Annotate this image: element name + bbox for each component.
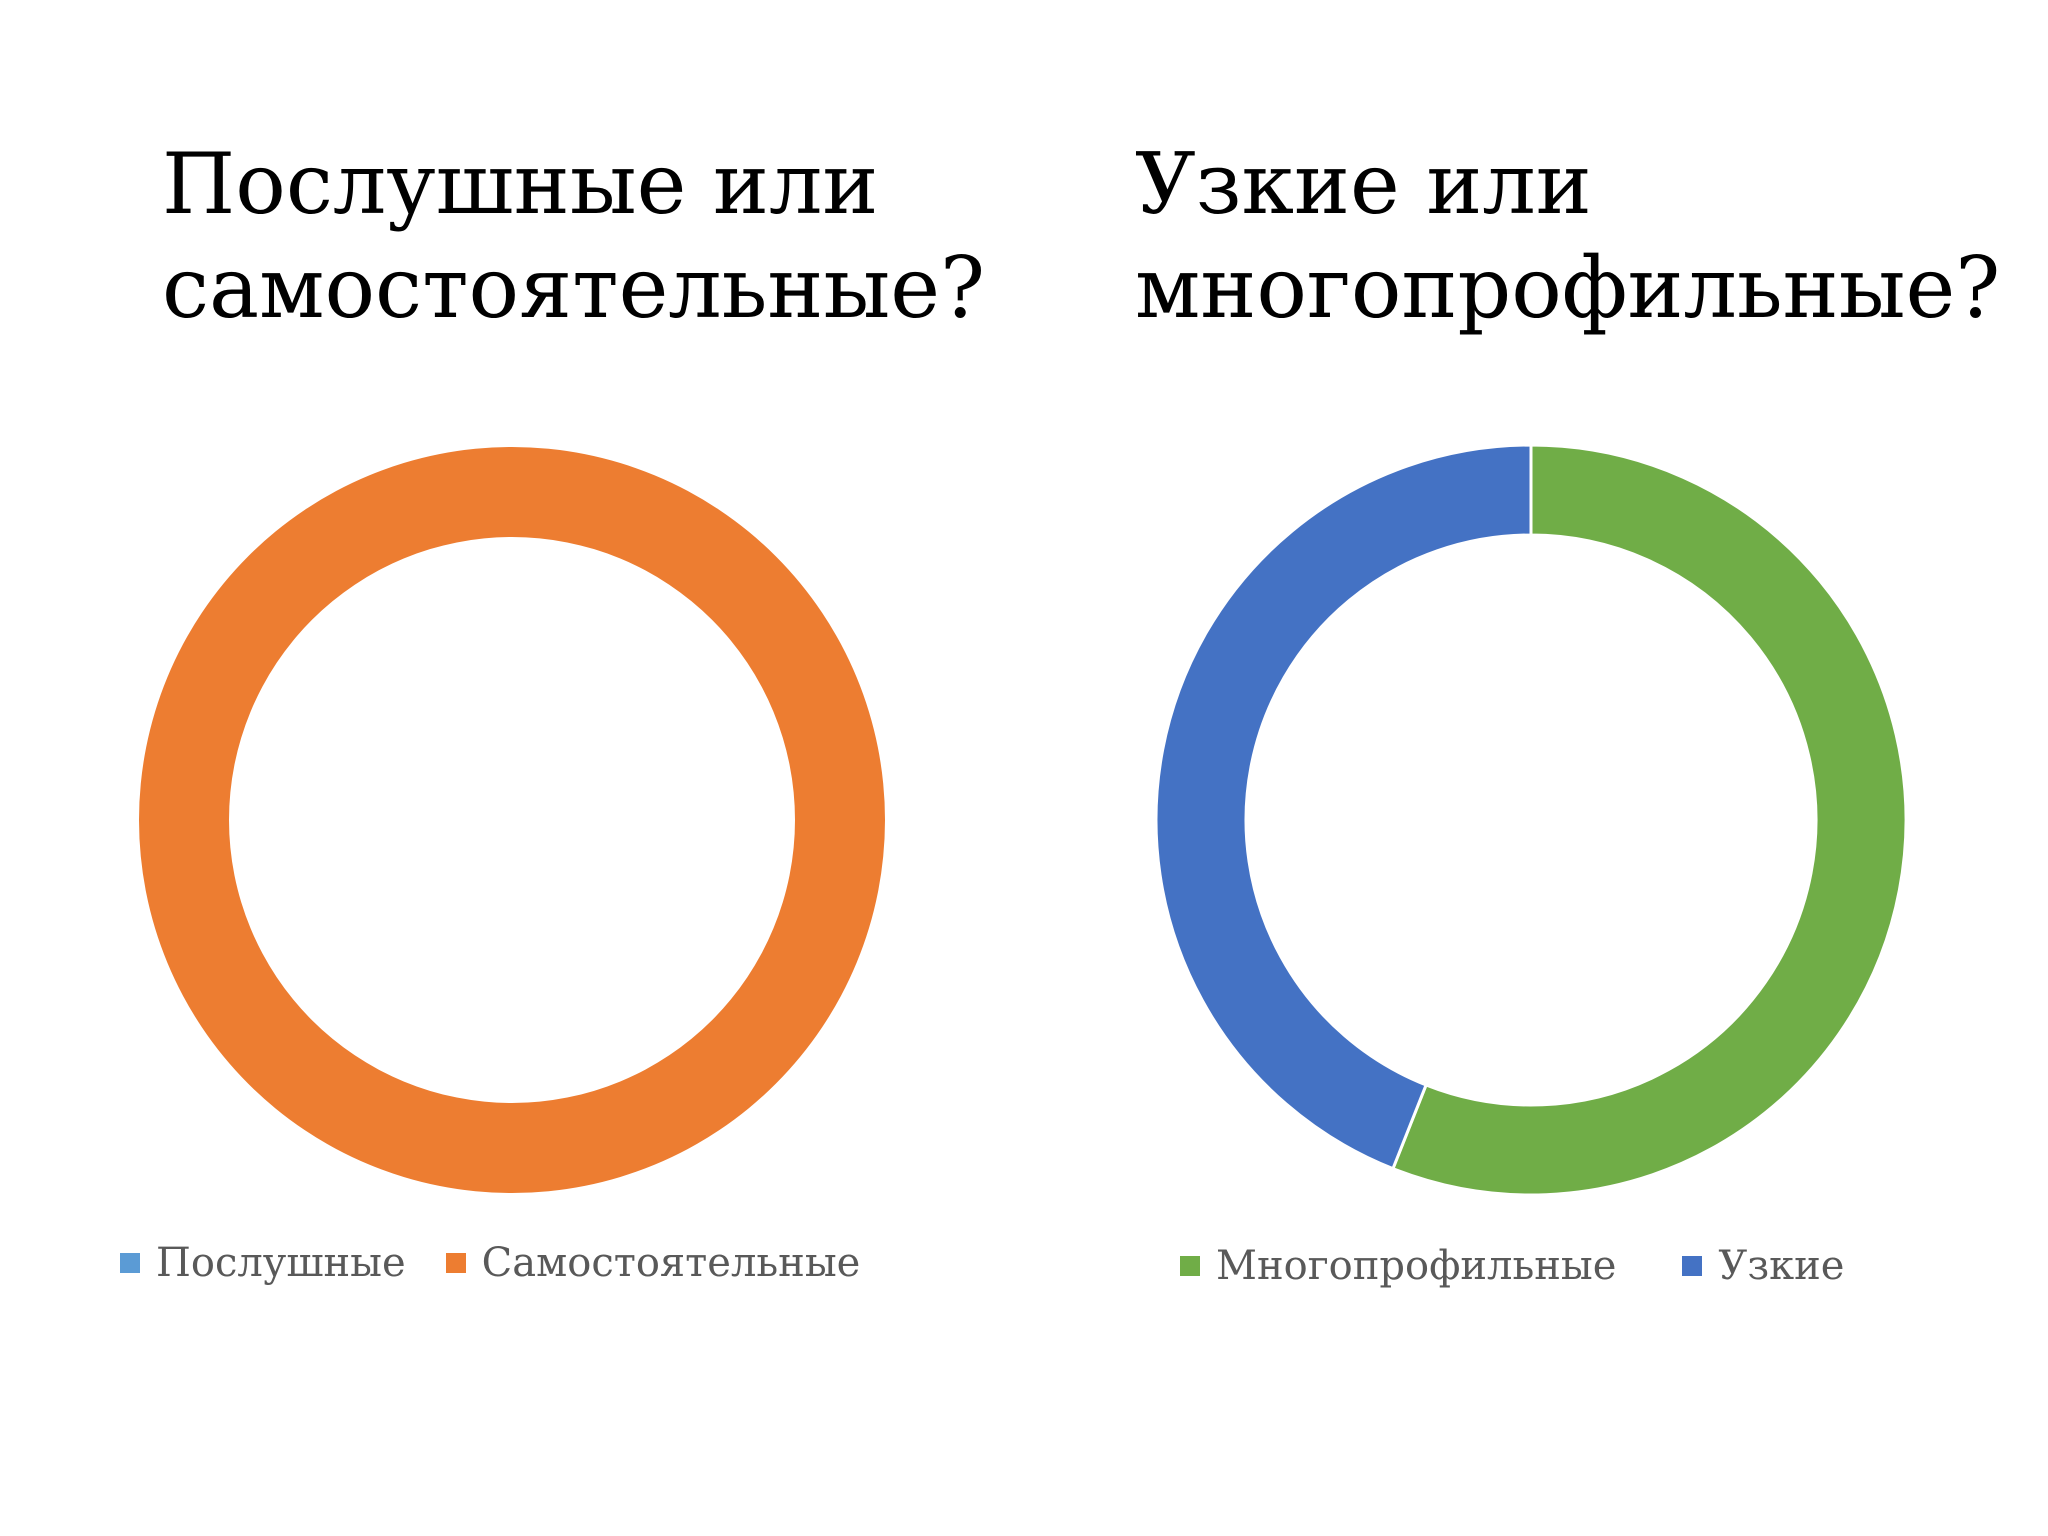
chart-title-right-line-2: многопрофильные? xyxy=(1135,239,2001,337)
chart-title-right: Узкие или многопрофильные? xyxy=(1135,132,2000,340)
chart-title-left-line-1: Послушные или xyxy=(162,135,879,233)
legend-item-uzkie: Узкие xyxy=(1682,1243,1844,1289)
doughnut-chart-left xyxy=(139,447,885,1193)
chart-title-left-line-2: самостоятельные? xyxy=(162,239,985,337)
legend-label-samostoyatelnye: Самостоятельные xyxy=(481,1240,861,1286)
legend-label-mnogoprofilnye: Многопрофильные xyxy=(1216,1243,1617,1289)
chart-title-left: Послушные или самостоятельные? xyxy=(162,132,985,340)
legend-left: Послушные Самостоятельные xyxy=(120,1240,860,1286)
legend-item-poslushnye: Послушные xyxy=(120,1240,406,1286)
legend-label-poslushnye: Послушные xyxy=(156,1240,406,1286)
chart-title-right-line-1: Узкие или xyxy=(1135,135,1592,233)
legend-item-samostoyatelnye: Самостоятельные xyxy=(445,1240,861,1286)
slice-left-2 xyxy=(139,447,885,1193)
legend-swatch-uzkie xyxy=(1682,1256,1703,1276)
legend-item-mnogoprofilnye: Многопрофильные xyxy=(1180,1243,1616,1289)
slice-right-2 xyxy=(1154,443,1533,1171)
slice-right-1 xyxy=(1391,443,1908,1197)
legend-swatch-mnogoprofilnye xyxy=(1180,1256,1200,1276)
doughnut-chart-right xyxy=(1154,443,1908,1197)
legend-swatch-poslushnye xyxy=(120,1253,140,1273)
legend-right: Многопрофильные Узкие xyxy=(1180,1243,1844,1289)
legend-label-uzkie: Узкие xyxy=(1718,1243,1845,1289)
legend-swatch-samostoyatelnye xyxy=(445,1253,466,1273)
